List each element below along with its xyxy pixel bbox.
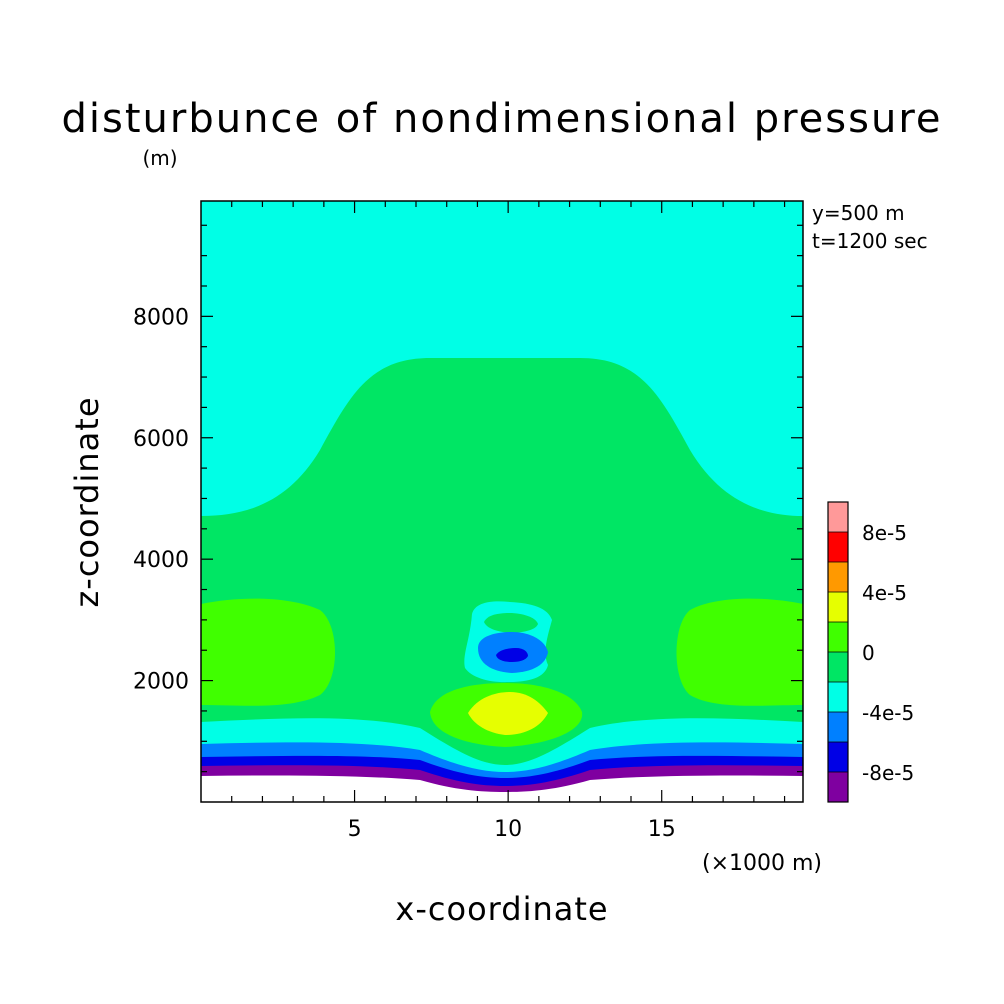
y-tick-label: 8000	[133, 305, 189, 330]
colorbar-swatch	[828, 502, 848, 532]
plot-frame	[200, 200, 804, 803]
x-axis-label: x-coordinate	[395, 890, 608, 928]
x-tick-label: 10	[494, 817, 522, 842]
colorbar	[827, 501, 849, 803]
colorbar-swatch	[828, 532, 848, 562]
region-left-lobe	[201, 598, 335, 706]
colorbar-tick-label: 8e-5	[862, 521, 907, 545]
unit-label: (m)	[142, 146, 177, 170]
info-line-y: y=500 m	[812, 201, 905, 225]
x-tick-label: 15	[648, 817, 676, 842]
colorbar-tick-label: -8e-5	[862, 761, 914, 785]
x-multiplier-label: (×1000 m)	[702, 851, 822, 876]
y-tick-label: 6000	[133, 427, 189, 452]
colorbar-swatch	[828, 562, 848, 592]
colorbar-tick-label: 4e-5	[862, 581, 907, 605]
chart-title: disturbunce of nondimensional pressure	[62, 96, 943, 142]
region-green-hole	[484, 613, 538, 633]
colorbar-tick-label: -4e-5	[862, 701, 914, 725]
colorbar-swatch	[828, 682, 848, 712]
colorbar-swatch	[828, 742, 848, 772]
y-axis-label: z-coordinate	[68, 396, 106, 607]
plot-area	[200, 200, 804, 803]
contour-fields	[201, 201, 803, 802]
x-tick-labels: 5 10 15	[348, 817, 676, 842]
colorbar-swatch	[828, 592, 848, 622]
region-dome	[201, 358, 803, 802]
x-tick-label: 5	[348, 817, 362, 842]
region-yellow-core	[468, 692, 548, 735]
axis-ticks	[201, 201, 803, 802]
colorbar-swatch	[828, 712, 848, 742]
info-line-t: t=1200 sec	[812, 229, 928, 253]
y-tick-labels: 2000 4000 6000 8000	[133, 305, 189, 694]
y-tick-label: 2000	[133, 670, 189, 695]
colorbar-tick-label: 0	[862, 641, 875, 665]
colorbar-swatch	[828, 622, 848, 652]
colorbar-swatch	[828, 652, 848, 682]
band-ground	[201, 775, 803, 802]
colorbar-swatch	[828, 772, 848, 802]
region-darkblue-core	[496, 648, 528, 662]
y-tick-label: 4000	[133, 548, 189, 573]
region-right-lobe	[676, 598, 803, 706]
colorbar-labels: -8e-5 -4e-5 0 4e-5 8e-5	[862, 521, 914, 785]
